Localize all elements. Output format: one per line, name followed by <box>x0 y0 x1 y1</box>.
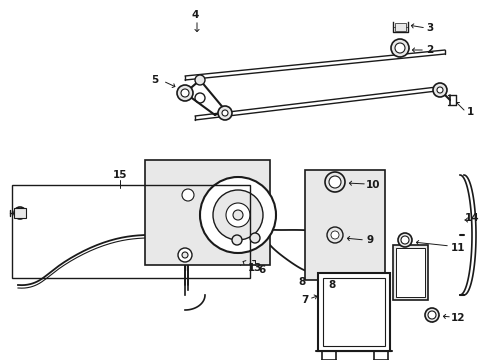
Circle shape <box>231 235 242 245</box>
Circle shape <box>249 233 260 243</box>
Bar <box>394 23 405 31</box>
Bar <box>395 248 424 297</box>
Circle shape <box>213 190 263 240</box>
Circle shape <box>182 252 187 258</box>
Circle shape <box>200 177 275 253</box>
Text: 4: 4 <box>191 10 198 20</box>
Circle shape <box>436 87 442 93</box>
Text: 13: 13 <box>247 263 262 273</box>
Circle shape <box>232 210 243 220</box>
Circle shape <box>14 207 26 219</box>
Circle shape <box>427 311 435 319</box>
Circle shape <box>181 89 189 97</box>
Text: 11: 11 <box>450 243 464 253</box>
Bar <box>392 245 427 300</box>
Circle shape <box>330 231 338 239</box>
Circle shape <box>225 203 249 227</box>
Bar <box>317 273 389 351</box>
Circle shape <box>326 227 342 243</box>
Text: 7: 7 <box>301 295 308 305</box>
Text: 2: 2 <box>426 45 433 55</box>
Circle shape <box>325 172 345 192</box>
Circle shape <box>394 43 404 53</box>
Text: 5: 5 <box>151 75 158 85</box>
Text: 3: 3 <box>426 23 433 33</box>
Circle shape <box>222 110 227 116</box>
Circle shape <box>218 106 231 120</box>
Text: 8: 8 <box>328 280 335 290</box>
Circle shape <box>424 308 438 322</box>
Circle shape <box>17 210 23 216</box>
Bar <box>323 278 384 346</box>
Circle shape <box>390 39 408 57</box>
Circle shape <box>432 83 446 97</box>
Circle shape <box>397 233 411 247</box>
Text: 14: 14 <box>464 213 478 223</box>
Text: 15: 15 <box>113 170 127 180</box>
Circle shape <box>178 248 192 262</box>
Text: 12: 12 <box>450 313 464 323</box>
Circle shape <box>400 236 408 244</box>
Text: 10: 10 <box>365 180 380 190</box>
Text: 1: 1 <box>466 107 473 117</box>
Bar <box>305 170 384 280</box>
Circle shape <box>182 189 194 201</box>
Text: 9: 9 <box>366 235 373 245</box>
Text: 8: 8 <box>298 277 305 287</box>
Circle shape <box>195 75 204 85</box>
Circle shape <box>328 176 340 188</box>
Bar <box>12 185 249 278</box>
Bar <box>14 208 26 218</box>
Text: 6: 6 <box>258 265 265 275</box>
Bar <box>145 160 269 265</box>
Circle shape <box>177 85 193 101</box>
